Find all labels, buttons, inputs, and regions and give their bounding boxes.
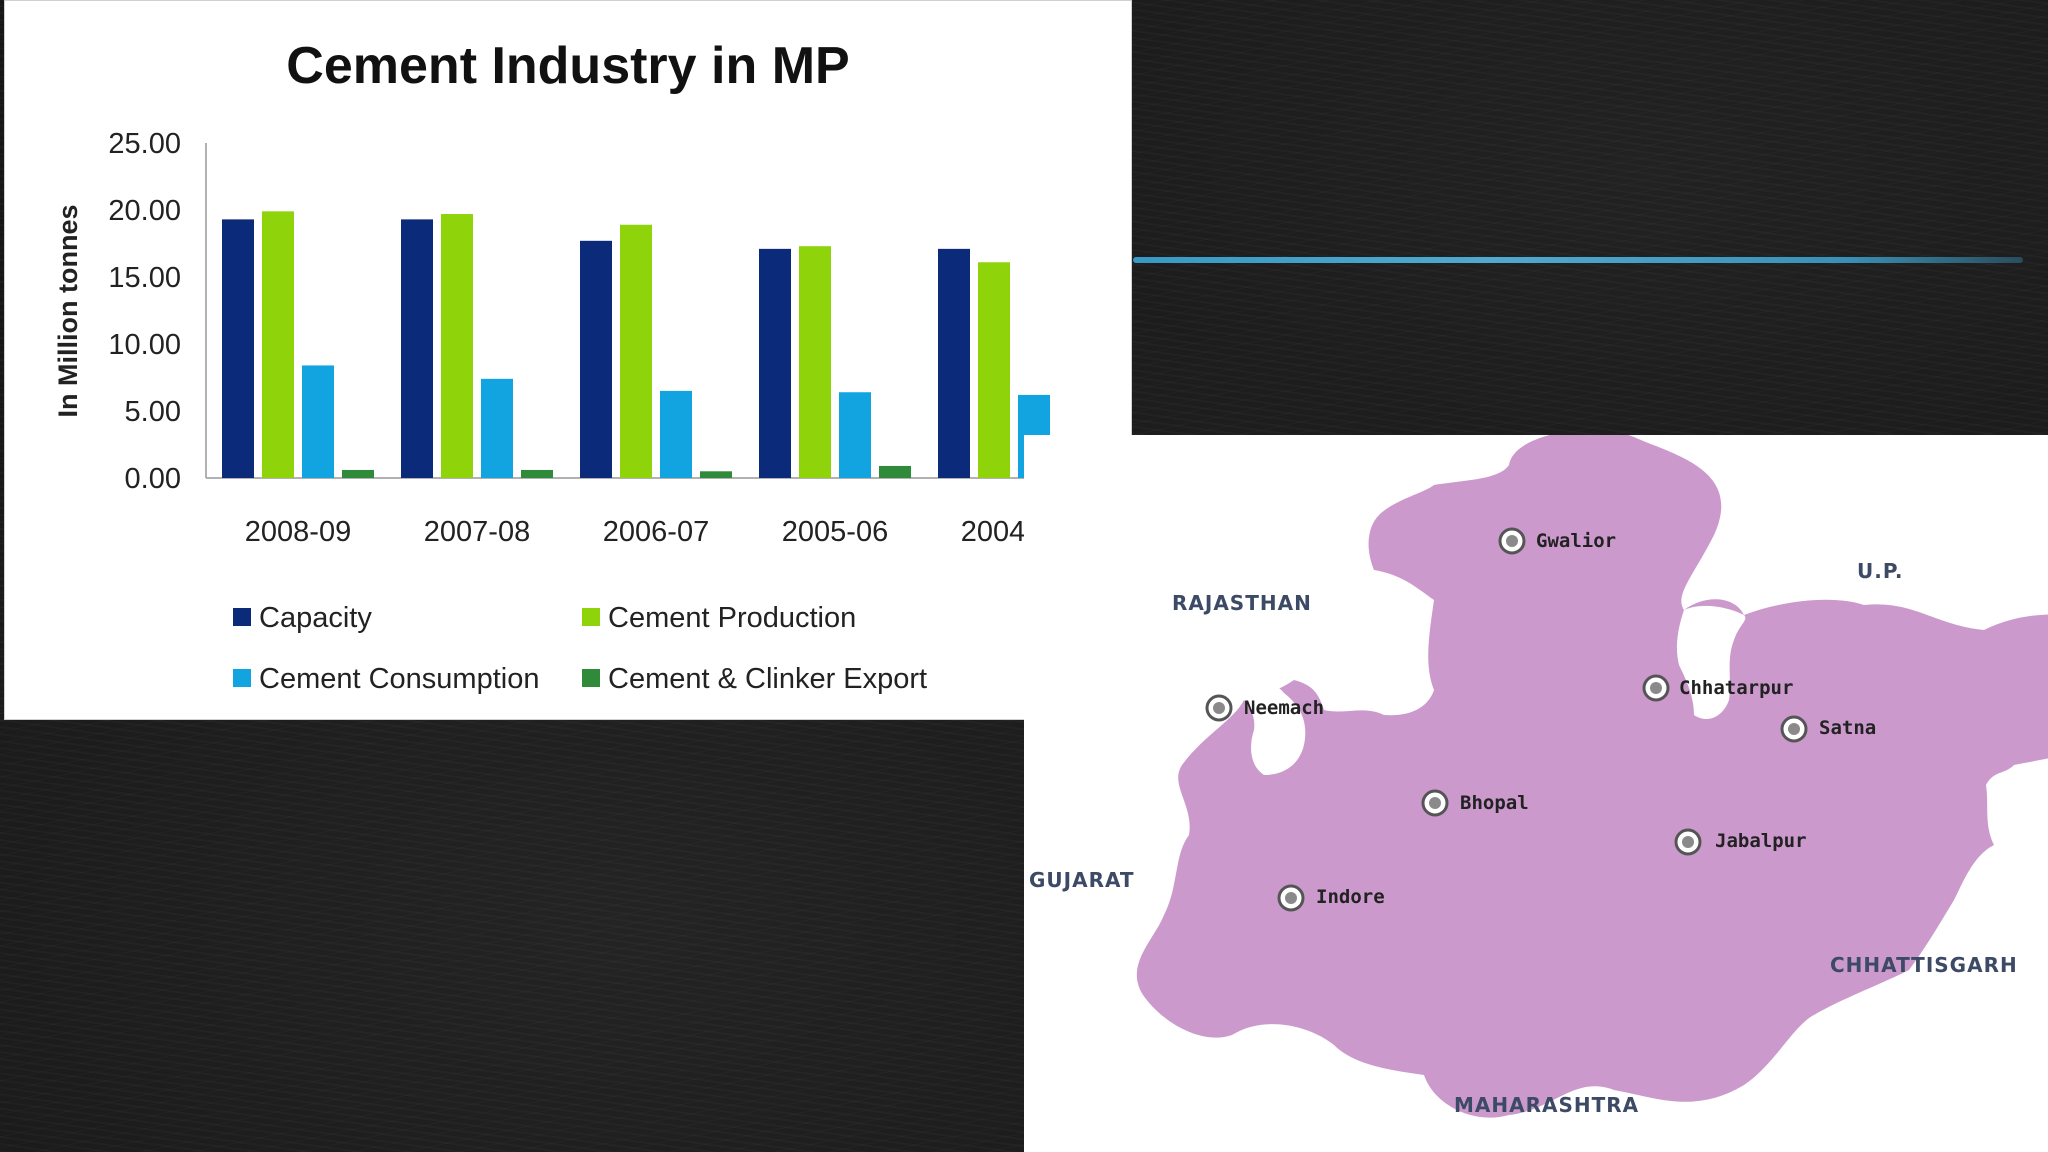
map-panel: RAJASTHAN U.P. GUJARAT CHHATTISGARH MAHA… <box>1024 435 2048 1152</box>
city-pin-dot <box>1213 702 1225 714</box>
state-label-up: U.P. <box>1857 559 1903 583</box>
state-label-maharashtra: MAHARASHTRA <box>1454 1093 1639 1117</box>
bar-cement-production-2008-09 <box>262 211 294 478</box>
y-axis-ticks: 0.00 5.00 10.00 15.00 20.00 25.00 <box>108 128 181 495</box>
mp-state-shape <box>1136 435 2048 1118</box>
x-tick-label: 2006-07 <box>603 516 709 548</box>
x-tick-label: 2008-09 <box>245 516 351 548</box>
city-marker-neemach[interactable]: Neemach <box>1205 694 1324 722</box>
city-marker-satna[interactable]: Satna <box>1780 715 1876 743</box>
x-axis-ticks: 2008-09 2007-08 2006-07 2005-06 2004-05 <box>245 516 1067 548</box>
city-marker-jabalpur[interactable]: Jabalpur <box>1674 828 1807 856</box>
city-label-chhatarpur: Chhatarpur <box>1679 677 1793 699</box>
state-label-chhattisgarh: CHHATTISGARH <box>1830 953 2018 977</box>
bar-cement-production-2007-08 <box>441 214 473 478</box>
chart-title: Cement Industry in MP <box>286 37 849 95</box>
city-label-satna: Satna <box>1819 717 1876 739</box>
bar-cement-production-2004-05 <box>978 262 1010 478</box>
city-marker-indore[interactable]: Indore <box>1277 884 1385 912</box>
y-axis-label: In Million tonnes <box>53 205 83 418</box>
city-marker-gwalior[interactable]: Gwalior <box>1498 527 1616 555</box>
bar-capacity-2008-09 <box>222 219 254 478</box>
y-tick-label: 10.00 <box>108 329 181 361</box>
map-left-notch <box>1244 685 1306 775</box>
y-tick-label: 15.00 <box>108 262 181 294</box>
bar-cement-production-2005-06 <box>799 246 831 478</box>
y-tick-label: 25.00 <box>108 128 181 160</box>
x-tick-label: 2005-06 <box>782 516 888 548</box>
chart-legend: Capacity Cement Production Cement Consumpt… <box>233 602 927 695</box>
chart-panel: Cement Industry in MP In Million tonnes … <box>4 0 1132 720</box>
bar-cement-clinker-export-2005-06 <box>879 465 911 478</box>
bar-cement-clinker-export-2008-09 <box>342 469 374 478</box>
legend-swatch <box>582 608 600 626</box>
bar-capacity-2005-06 <box>759 248 791 478</box>
city-label-bhopal: Bhopal <box>1460 792 1529 814</box>
legend-swatch <box>582 669 600 687</box>
legend-swatch <box>233 608 251 626</box>
bar-cement-consumption-2005-06 <box>839 392 871 478</box>
y-tick-label: 5.00 <box>125 396 181 428</box>
bar-cement-consumption-2006-07 <box>660 390 692 478</box>
city-label-indore: Indore <box>1316 886 1385 908</box>
city-pin-dot <box>1788 723 1800 735</box>
bar-capacity-2004-05 <box>938 248 970 478</box>
bar-cement-consumption-2007-08 <box>481 378 513 478</box>
y-tick-label: 0.00 <box>125 463 181 495</box>
bar-cement-consumption-2008-09 <box>302 365 334 478</box>
city-pin-dot <box>1429 797 1441 809</box>
city-pin-dot <box>1506 535 1518 547</box>
city-pin-dot <box>1285 892 1297 904</box>
city-label-gwalior: Gwalior <box>1536 530 1616 552</box>
state-label-rajasthan: RAJASTHAN <box>1172 591 1312 615</box>
city-pin-dot <box>1650 682 1662 694</box>
legend-swatch <box>233 669 251 687</box>
map-river-gap <box>1676 605 1746 720</box>
city-label-neemach: Neemach <box>1244 697 1324 719</box>
mp-map: RAJASTHAN U.P. GUJARAT CHHATTISGARH MAHA… <box>1029 435 2048 1118</box>
city-label-jabalpur: Jabalpur <box>1715 830 1807 852</box>
bar-cement-production-2006-07 <box>620 224 652 478</box>
y-tick-label: 20.00 <box>108 195 181 227</box>
city-marker-bhopal[interactable]: Bhopal <box>1421 789 1529 817</box>
bar-series-group <box>222 211 1090 478</box>
x-tick-label: 2007-08 <box>424 516 530 548</box>
legend-label: Cement Consumption <box>259 663 539 695</box>
legend-label: Cement Production <box>608 602 856 634</box>
bar-capacity-2006-07 <box>580 240 612 478</box>
city-marker-chhatarpur[interactable]: Chhatarpur <box>1642 674 1793 702</box>
legend-label: Cement & Clinker Export <box>608 663 927 695</box>
chalk-divider-line <box>1133 257 2023 263</box>
state-label-gujarat: GUJARAT <box>1029 868 1135 892</box>
bar-cement-clinker-export-2007-08 <box>521 469 553 478</box>
bar-chart: Cement Industry in MP In Million tonnes … <box>53 37 1101 695</box>
bar-cement-clinker-export-2006-07 <box>700 471 732 478</box>
legend-label: Capacity <box>259 602 372 634</box>
city-pin-dot <box>1682 836 1694 848</box>
bar-capacity-2007-08 <box>401 219 433 478</box>
